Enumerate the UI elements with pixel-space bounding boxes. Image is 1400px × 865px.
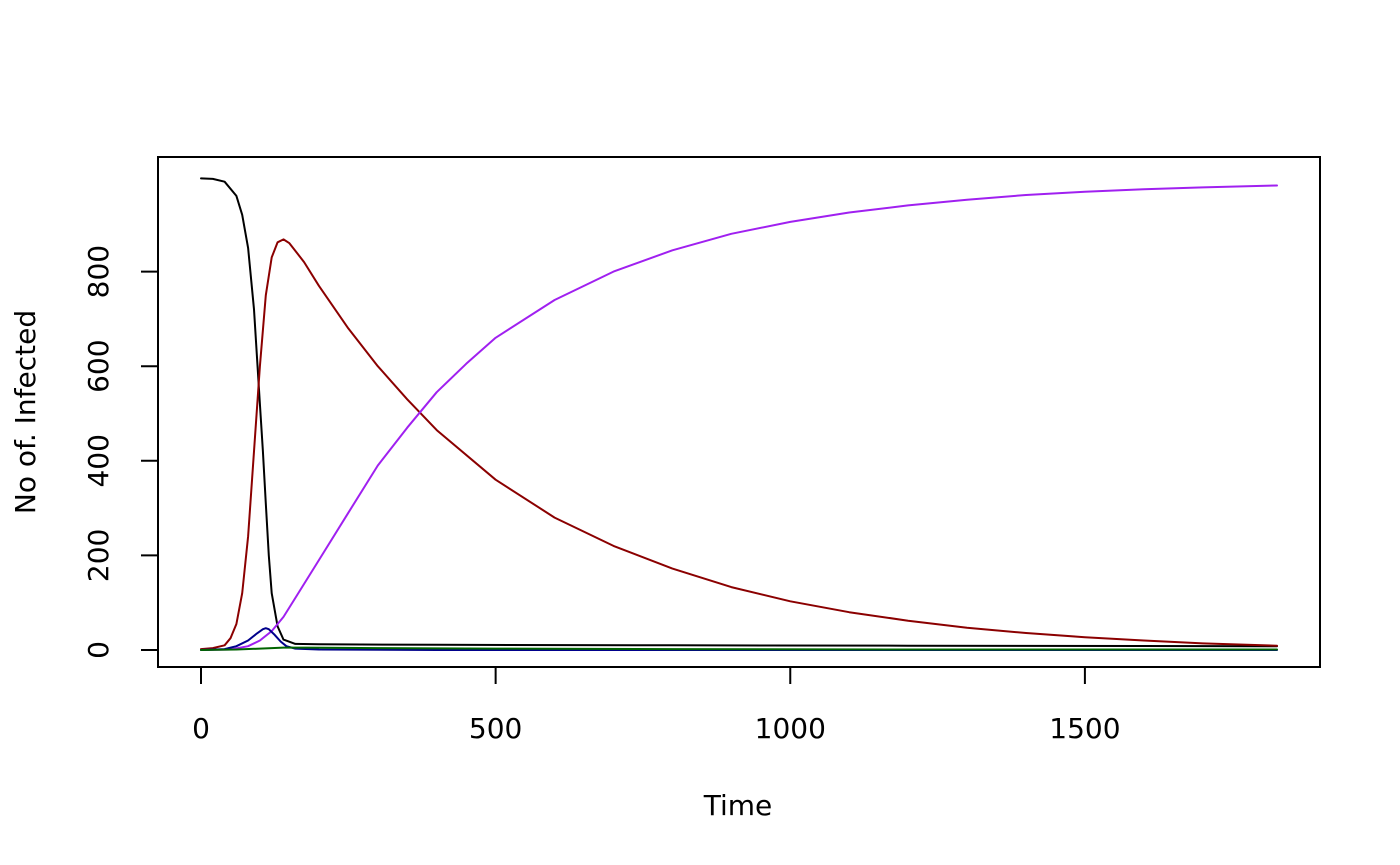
x-axis: 0 500 1000 1500 — [192, 666, 1121, 745]
y-tick-label: 0 — [82, 641, 115, 659]
plot-frame — [157, 156, 1321, 668]
y-axis-label: No of. Infected — [9, 310, 42, 514]
series-line-4 — [200, 627, 1278, 651]
y-axis: 0 200 400 600 800 — [82, 245, 159, 659]
y-tick-label: 600 — [82, 339, 115, 392]
series-line-2 — [200, 238, 1278, 651]
series-lines — [200, 177, 1278, 651]
series-line-1 — [200, 177, 1278, 648]
y-tick-label: 200 — [82, 529, 115, 582]
y-tick-label: 400 — [82, 434, 115, 487]
x-tick-label: 500 — [469, 712, 522, 745]
x-tick-label: 1000 — [755, 712, 826, 745]
series-line-3 — [200, 184, 1278, 651]
x-tick-label: 0 — [192, 712, 210, 745]
y-tick-label: 800 — [82, 245, 115, 298]
series-line-5 — [200, 646, 1278, 651]
x-tick-label: 1500 — [1049, 712, 1120, 745]
x-axis-label: Time — [703, 789, 773, 822]
